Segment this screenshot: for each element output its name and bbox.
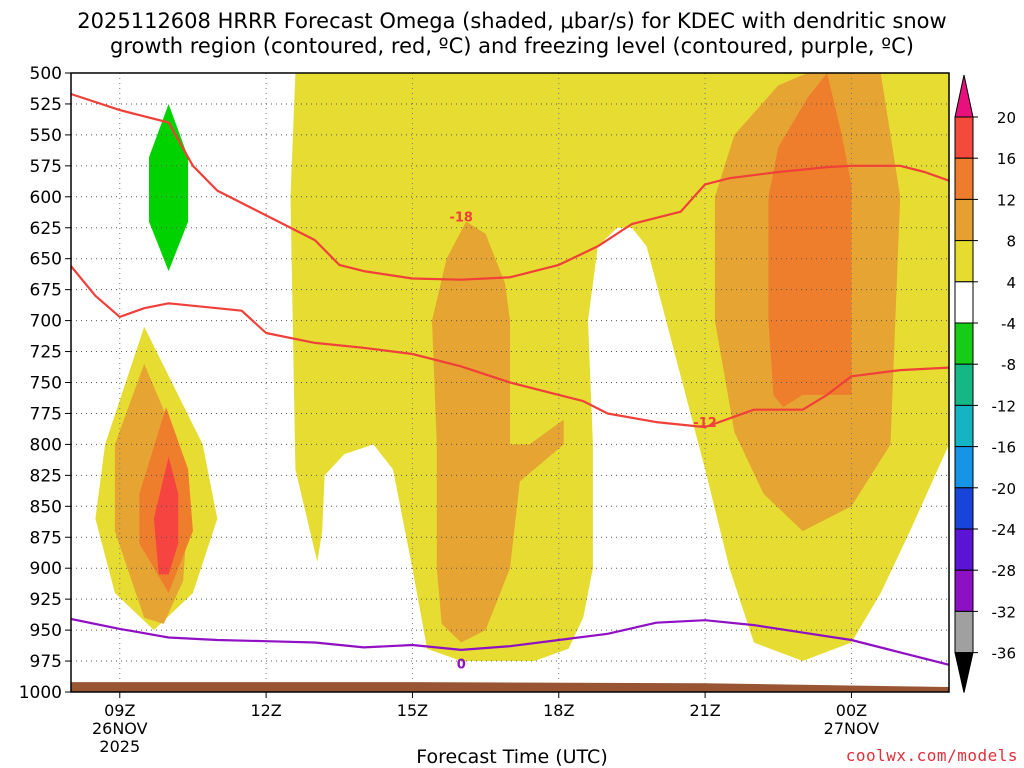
colorbar-segment-5 [954, 281, 974, 324]
y-tick-label-500: 500 [30, 64, 62, 84]
colorbar-segment-6 [954, 322, 974, 365]
omega-region-right-12-16 [768, 73, 852, 408]
colorbar-segment-13 [954, 610, 974, 654]
colorbar-label-8: -16 [992, 439, 1017, 457]
omega-region-green-blob [149, 104, 189, 272]
omega-region-left-16-20 [153, 456, 179, 575]
y-tick-label-575: 575 [30, 157, 62, 177]
colorbar-segment-4 [954, 240, 974, 283]
pressure-axis: 500 525 550 575 600 625 650 675 700 725 750 775 800 8… [19, 64, 71, 703]
freezing-level-contour [71, 617, 949, 666]
y-tick-label-650: 650 [30, 250, 62, 270]
colorbar-segment-8 [954, 404, 974, 448]
plot-area: -18 -12 0 [70, 72, 950, 693]
y-tick-label-875: 875 [30, 528, 62, 548]
y-tick-label-925: 925 [30, 590, 62, 610]
colorbar-bottom-arrow [954, 652, 974, 693]
colorbar-label-4: 4 [1006, 274, 1016, 292]
y-tick-label-725: 725 [30, 343, 62, 363]
colorbar-segment-12 [954, 569, 974, 612]
colorbar-segment-1 [954, 116, 974, 159]
terrain-ground [71, 682, 949, 692]
x-tick-label-09Z: 09Z [104, 701, 135, 720]
y-tick-label-1000: 1000 [19, 683, 62, 703]
x-axis-label: Forecast Time (UTC) [416, 746, 608, 768]
omega-region-middle-8-12 [432, 221, 564, 643]
x-tick-label-00Z: 00Z [836, 701, 867, 720]
x-tick-label-12Z: 12Z [250, 701, 281, 720]
x-tick-label-18Z: 18Z [543, 701, 574, 720]
x-tick-sublabel-2025: 2025 [99, 737, 140, 756]
colorbar-label-11: -28 [992, 562, 1017, 580]
y-tick-label-525: 525 [30, 95, 62, 115]
colorbar-label-3: 8 [1006, 233, 1016, 251]
colorbar-label-0: 20 [997, 109, 1016, 127]
colorbar-label-12: -32 [992, 603, 1017, 621]
colorbar-label-5: -4 [1001, 315, 1016, 333]
y-tick-label-850: 850 [30, 497, 62, 517]
x-tick-sublabel-27NOV: 27NOV [824, 719, 880, 738]
colorbar-label-1: 16 [997, 150, 1016, 168]
dgz-contour-12 [71, 265, 949, 429]
colorbar-label-2: 12 [997, 191, 1016, 209]
y-tick-label-900: 900 [30, 559, 62, 579]
colorbar-label-9: -20 [992, 480, 1017, 498]
y-tick-label-700: 700 [30, 312, 62, 332]
colorbar-top-arrow [954, 74, 974, 118]
x-tick-label-15Z: 15Z [397, 701, 428, 720]
y-tick-label-600: 600 [30, 188, 62, 208]
colorbar-segment-10 [954, 487, 974, 530]
colorbar-segment-3 [954, 198, 974, 242]
y-tick-label-550: 550 [30, 126, 62, 146]
freezing-level-label: 0 [457, 658, 466, 673]
colorbar-segment-11 [954, 528, 974, 571]
y-tick-label-975: 975 [30, 652, 62, 672]
colorbar-segment-7 [954, 363, 974, 406]
colorbar-label-10: -24 [992, 521, 1017, 539]
colorbar-segment-2 [954, 157, 974, 200]
y-tick-label-950: 950 [30, 621, 62, 641]
y-tick-label-800: 800 [30, 435, 62, 455]
colorbar-label-6: -8 [1001, 356, 1016, 374]
y-tick-label-675: 675 [30, 281, 62, 301]
dgz-label-18: -18 [449, 211, 473, 226]
chart-title-line1: 2025112608 HRRR Forecast Omega (shaded, … [77, 9, 947, 33]
x-tick-sublabel-26NOV: 26NOV [92, 719, 148, 738]
colorbar-label-7: -12 [992, 397, 1017, 415]
chart-title-line2: growth region (contoured, red, ºC) and f… [110, 34, 914, 58]
colorbar-segment-9 [954, 446, 974, 489]
y-tick-label-775: 775 [30, 404, 62, 424]
credit-link[interactable]: coolwx.com/models [845, 746, 1018, 765]
plot-layers: -18 -12 0 [71, 73, 949, 692]
colorbar-label-13: -36 [992, 645, 1017, 663]
y-tick-label-625: 625 [30, 219, 62, 239]
y-tick-label-750: 750 [30, 374, 62, 394]
x-tick-label-21Z: 21Z [689, 701, 720, 720]
y-tick-label-825: 825 [30, 466, 62, 486]
colorbar-legend: 20 16 12 8 4 -4 -8 -12 -16 -20 -24 -28 -32 -36 [954, 74, 1017, 693]
dgz-contour-18 [71, 92, 949, 281]
dgz-label-12: -12 [693, 416, 717, 431]
